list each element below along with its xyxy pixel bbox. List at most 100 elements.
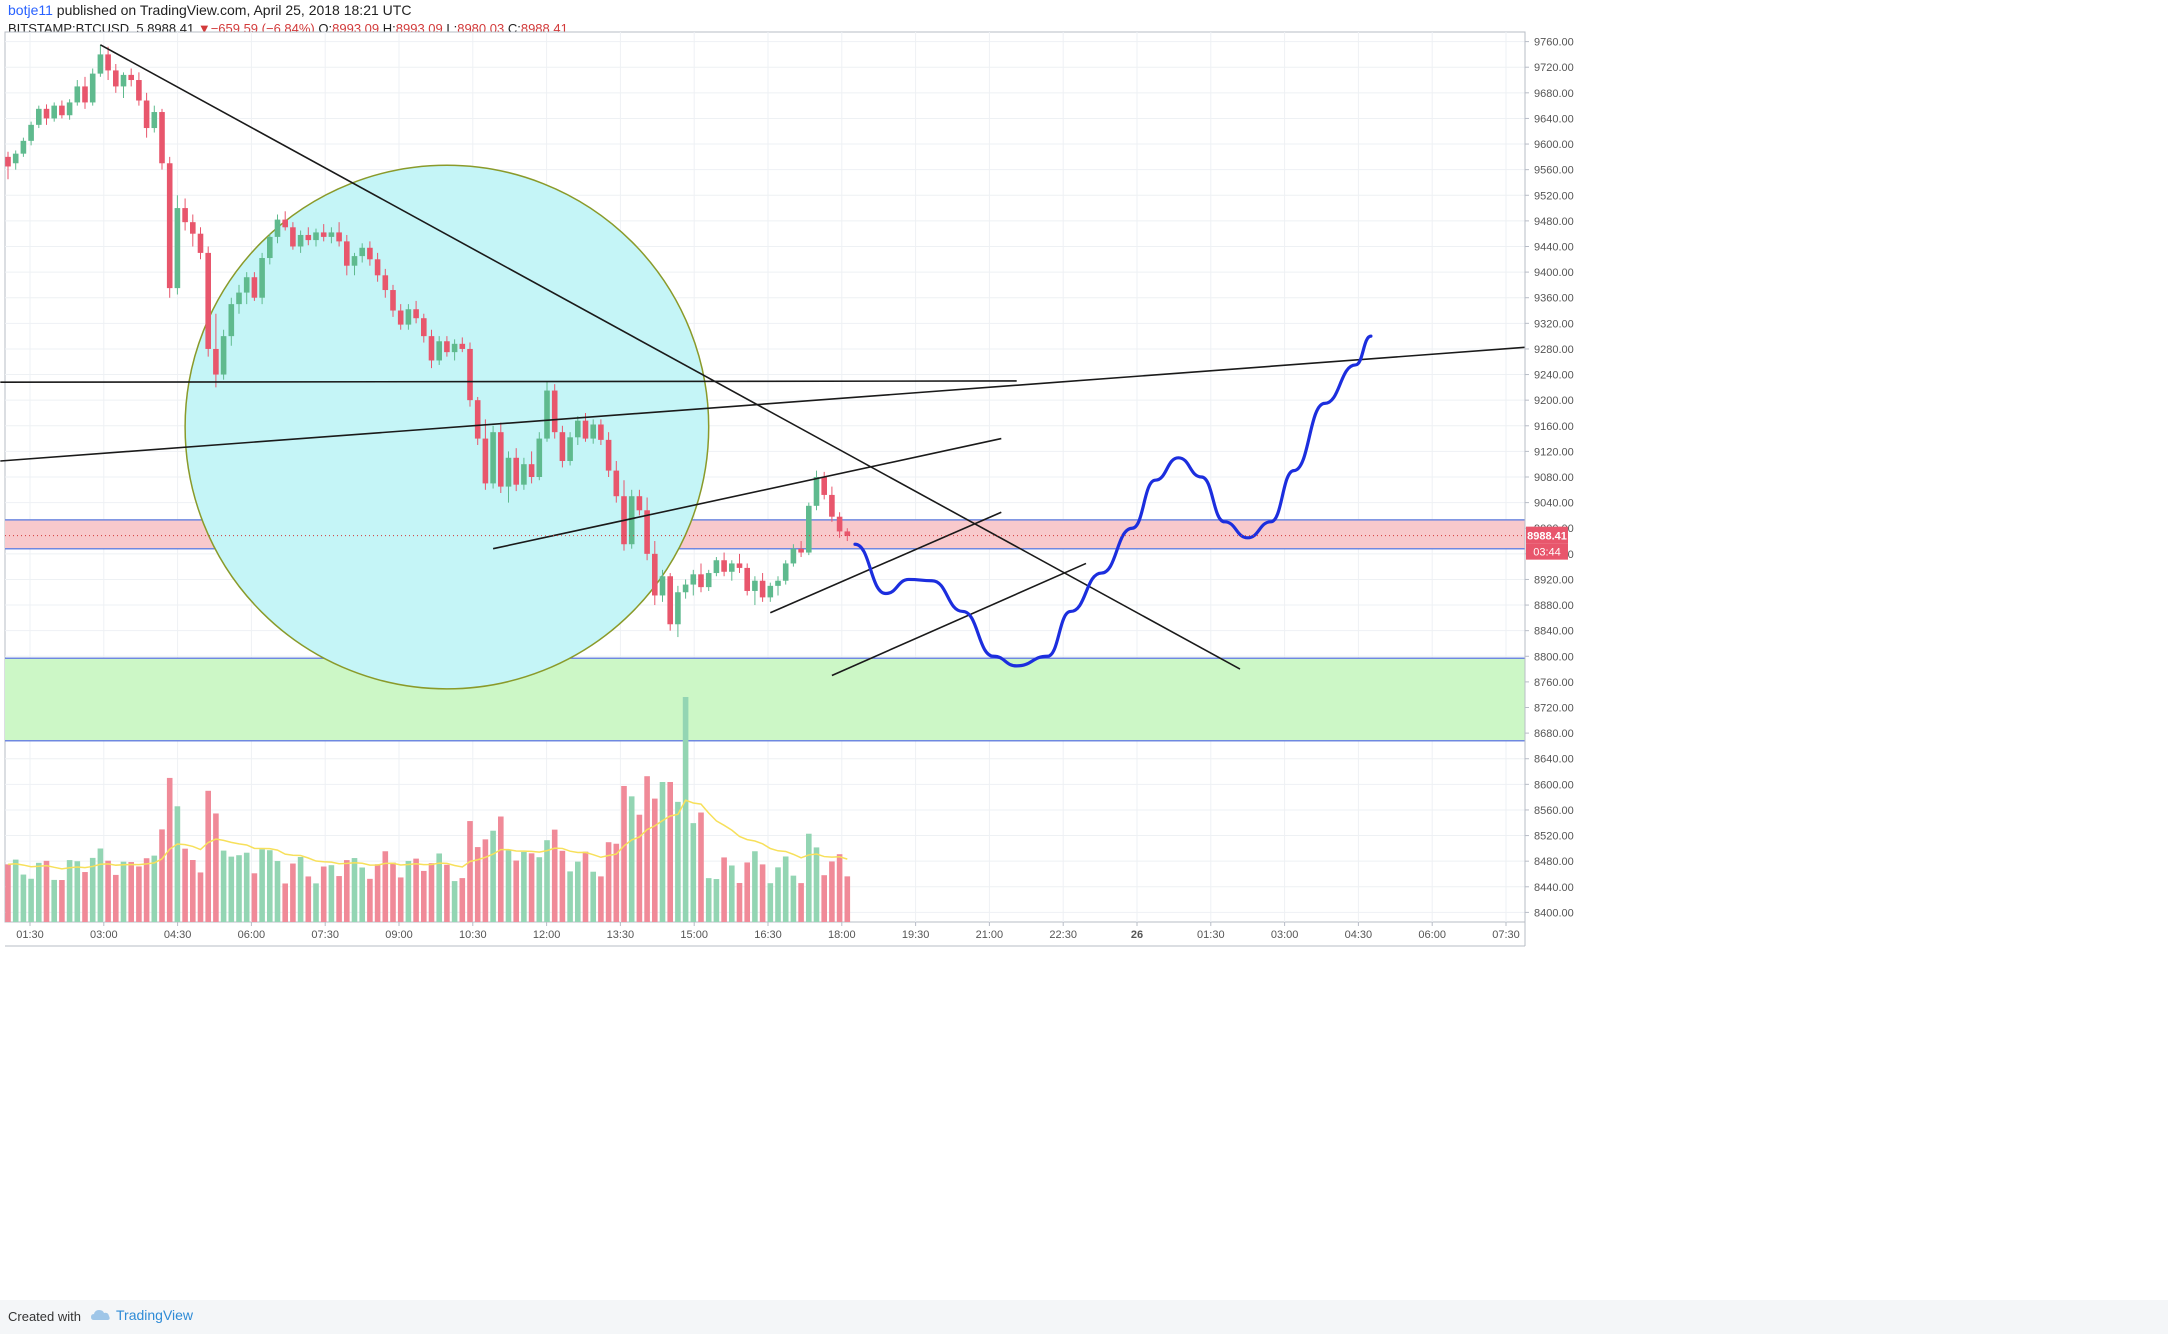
price-tick-label: 9320.00 xyxy=(1534,318,1574,330)
candle-body xyxy=(613,470,620,497)
candle-body xyxy=(713,560,720,574)
candle-body xyxy=(705,573,712,588)
volume-bar xyxy=(228,856,235,922)
candle-body xyxy=(313,232,319,241)
volume-bar xyxy=(59,880,65,922)
price-tick-label: 9680.00 xyxy=(1534,88,1574,100)
volume-bar xyxy=(644,776,650,922)
candle-body xyxy=(159,112,165,164)
time-tick-label: 01:30 xyxy=(1197,929,1225,941)
candle-body xyxy=(113,70,119,87)
price-tick-label: 9120.00 xyxy=(1534,446,1574,458)
candle-body xyxy=(498,432,504,487)
price-chart[interactable]: 9760.00 9720.00 9680.00 9640.00 9600.00 9560.… xyxy=(0,0,2168,1300)
footer-bar: Created with TradingView xyxy=(0,1300,2168,1334)
volume-bar xyxy=(251,873,258,922)
volume-bar xyxy=(836,854,843,922)
volume-bar xyxy=(359,867,365,922)
candle-body xyxy=(521,464,527,485)
time-tick-label: 03:00 xyxy=(1271,929,1299,941)
volume-bar xyxy=(705,878,712,922)
candle-body xyxy=(444,341,450,353)
volume-bar xyxy=(567,871,573,922)
volume-bar xyxy=(205,790,211,922)
candle-body xyxy=(290,227,296,247)
candle-body xyxy=(66,102,73,116)
candle-body xyxy=(143,100,150,129)
time-tick-label: 07:30 xyxy=(1492,929,1520,941)
volume-bar xyxy=(521,851,527,922)
candle-body xyxy=(20,140,27,154)
candle-body xyxy=(89,73,96,103)
candle-body xyxy=(536,438,543,477)
volume-bar xyxy=(675,801,681,922)
volume-bar xyxy=(243,852,250,922)
candle-body xyxy=(775,580,781,586)
candle-body xyxy=(74,86,81,103)
volume-bar xyxy=(282,883,288,922)
price-tick-label: 9600.00 xyxy=(1534,139,1574,151)
price-tick-label: 9240.00 xyxy=(1534,370,1574,382)
countdown-tag-label: 03:44 xyxy=(1533,547,1561,559)
volume-bar xyxy=(120,861,127,922)
price-tick-label: 9280.00 xyxy=(1534,344,1574,356)
time-tick-label: 15:00 xyxy=(680,929,708,941)
price-tick-label: 8600.00 xyxy=(1534,779,1574,791)
candle-body xyxy=(505,457,512,487)
candle-body xyxy=(105,54,111,71)
candle-body xyxy=(790,548,797,564)
price-tick-label: 8440.00 xyxy=(1534,882,1574,894)
candle-body xyxy=(236,292,242,305)
volume-bar xyxy=(752,851,758,922)
time-axis-labels: 01:30 03:00 04:30 06:00 07:30 09:00 10:30 12:00… xyxy=(16,922,1520,941)
candle-body xyxy=(5,156,11,167)
price-tick-label: 9400.00 xyxy=(1534,267,1574,279)
price-tick-label: 8560.00 xyxy=(1534,805,1574,817)
candlesticks xyxy=(5,44,851,638)
last-price-tag-label: 8988.41 xyxy=(1527,531,1567,543)
volume-bar xyxy=(105,860,111,922)
volume-bar xyxy=(421,870,427,922)
volume-bar xyxy=(551,829,558,922)
candle-body xyxy=(721,560,727,572)
volume-bar xyxy=(690,823,697,922)
trendline xyxy=(0,380,1017,384)
candle-body xyxy=(174,208,181,289)
price-tick-label: 8880.00 xyxy=(1534,600,1574,612)
volume-bar xyxy=(313,883,319,922)
price-tick-label: 8920.00 xyxy=(1534,574,1574,586)
volume-bar xyxy=(159,829,165,922)
volume-bar xyxy=(605,842,612,922)
volume-bar xyxy=(775,867,781,922)
volume-bar xyxy=(236,855,242,922)
volume-bar xyxy=(798,883,804,922)
time-tick-label: 19:30 xyxy=(902,929,930,941)
candle-body xyxy=(829,494,835,517)
volume-bar xyxy=(274,860,281,922)
volume-bar xyxy=(74,861,81,922)
candle-body xyxy=(490,432,496,484)
candle-body xyxy=(336,232,342,242)
candle-body xyxy=(644,510,650,554)
candle-body xyxy=(282,219,288,228)
candle-body xyxy=(205,252,211,349)
candle-body xyxy=(559,432,566,461)
volume-bar xyxy=(267,850,273,922)
candle-body xyxy=(36,108,42,125)
volume-bar xyxy=(759,864,766,922)
volume-bar xyxy=(598,876,604,922)
candle-body xyxy=(297,234,304,247)
volume-bar xyxy=(344,860,350,922)
tradingview-link[interactable]: TradingView xyxy=(90,1307,193,1323)
candle-body xyxy=(259,258,265,298)
volume-bar xyxy=(451,881,458,922)
price-tick-label: 8480.00 xyxy=(1534,856,1574,868)
author-name[interactable]: botje11 xyxy=(8,2,53,18)
volume-bar xyxy=(698,812,704,922)
price-tick-label: 9760.00 xyxy=(1534,37,1574,49)
candle-body xyxy=(782,563,789,581)
volume-bar xyxy=(444,864,450,922)
volume-bar xyxy=(397,877,404,922)
candle-body xyxy=(636,496,643,511)
volume-bar xyxy=(667,782,673,922)
